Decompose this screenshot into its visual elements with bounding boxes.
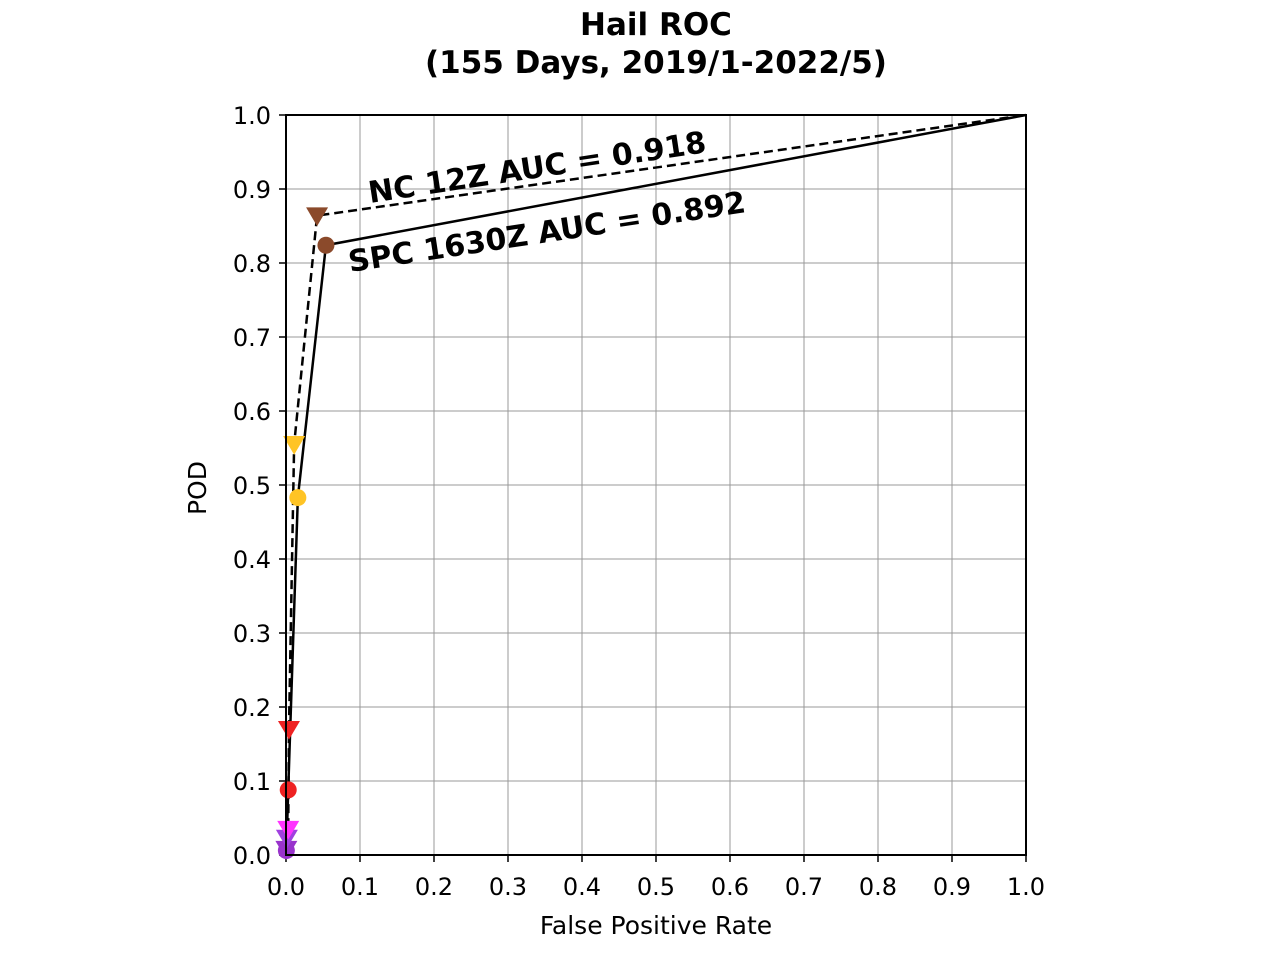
x-tick-label: 0.1 <box>341 873 379 901</box>
y-tick-label: 1.0 <box>233 102 271 130</box>
y-tick-label: 0.5 <box>233 472 271 500</box>
marker-triangle-0-3 <box>277 820 300 840</box>
marker-circle-1-3 <box>289 489 307 507</box>
chart-title-line2: (155 Days, 2019/1-2022/5) <box>425 45 887 81</box>
y-tick-label: 0.7 <box>233 324 271 352</box>
series-markers <box>275 207 335 860</box>
marker-triangle-0-4 <box>277 720 300 740</box>
x-tick-label: 0.0 <box>267 873 305 901</box>
x-tick-label: 0.5 <box>637 873 675 901</box>
y-axis-ticks: 0.0 0.1 0.2 0.3 0.4 0.5 0.6 0.7 0.8 0.9 1.0 <box>233 102 286 870</box>
marker-triangle-0-5 <box>283 436 306 455</box>
y-tick-label: 0.9 <box>233 176 271 204</box>
plot-frame <box>285 114 1027 856</box>
y-tick-label: 0.2 <box>233 694 271 722</box>
y-tick-label: 0.6 <box>233 398 271 426</box>
marker-circle-1-4 <box>317 236 335 254</box>
marker-triangle-0-6 <box>306 207 329 227</box>
x-tick-label: 1.0 <box>1007 873 1045 901</box>
y-tick-label: 0.1 <box>233 768 271 796</box>
x-tick-label: 0.9 <box>933 873 971 901</box>
y-tick-label: 0.3 <box>233 620 271 648</box>
marker-circle-1-2 <box>279 781 297 799</box>
x-tick-label: 0.4 <box>563 873 601 901</box>
y-tick-label: 0.4 <box>233 546 271 574</box>
x-tick-label: 0.8 <box>859 873 897 901</box>
chart-title-line1: Hail ROC <box>580 7 732 43</box>
x-tick-label: 0.2 <box>415 873 453 901</box>
x-tick-label: 0.3 <box>489 873 527 901</box>
y-axis-label: POD <box>183 461 212 515</box>
y-tick-label: 0.8 <box>233 250 271 278</box>
x-axis-ticks: 0.0 0.1 0.2 0.3 0.4 0.5 0.6 0.7 0.8 0.9 1.0 <box>267 855 1045 901</box>
x-tick-label: 0.6 <box>711 873 749 901</box>
x-tick-label: 0.7 <box>785 873 823 901</box>
x-axis-label: False Positive Rate <box>540 911 772 940</box>
y-tick-label: 0.0 <box>233 842 271 870</box>
